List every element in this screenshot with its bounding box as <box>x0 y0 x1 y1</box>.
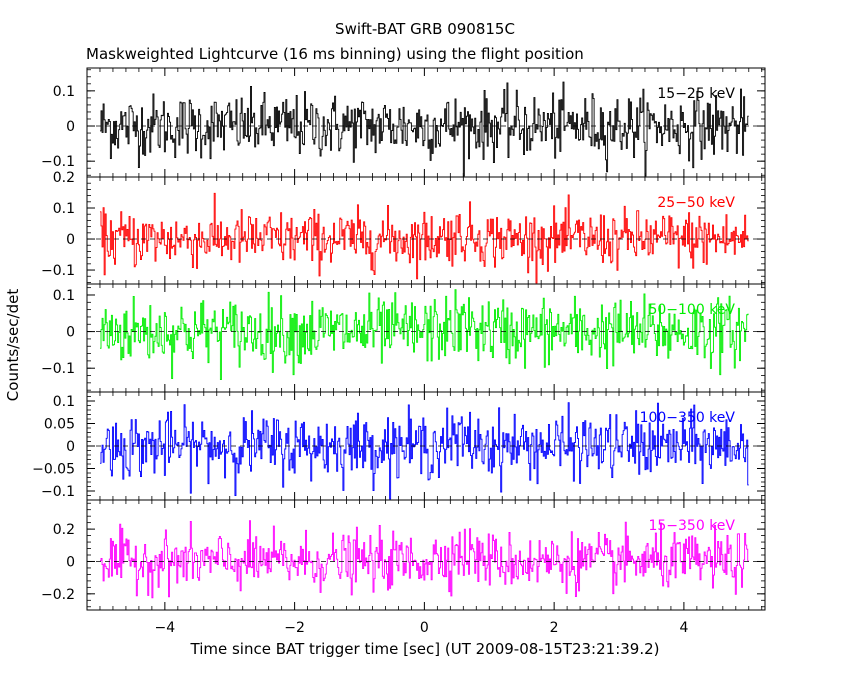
panel-frame-0 <box>86 67 766 178</box>
y-tick-label-4-2: 0.2 <box>53 522 75 538</box>
y-tick-label-3-3: 0.05 <box>44 417 75 433</box>
x-tick-label-2: 0 <box>420 620 429 636</box>
x-axis-label: Time since BAT trigger time [sec] (UT 20… <box>190 640 660 658</box>
y-tick-label-3-1: −0.05 <box>32 462 75 478</box>
chart-title: Swift-BAT GRB 090815C <box>335 20 515 38</box>
series-line-3 <box>99 402 749 500</box>
series-label-2: 50−100 keV <box>648 302 735 318</box>
series-label-0: 15−25 keV <box>657 86 735 102</box>
series-line-4 <box>99 520 749 599</box>
x-tick-label-3: 2 <box>550 620 559 636</box>
y-tick-label-2-1: 0 <box>66 325 75 341</box>
series-label-3: 100−350 keV <box>640 410 736 426</box>
y-tick-label-4-0: −0.2 <box>41 587 75 603</box>
series-line-1 <box>99 192 749 284</box>
panel-frame-4 <box>86 499 766 611</box>
series-label-4: 15−350 keV <box>648 518 735 534</box>
y-tick-label-3-2: 0 <box>66 439 75 455</box>
y-tick-label-1-1: 0 <box>66 232 75 248</box>
y-tick-label-1-0: −0.1 <box>41 263 75 279</box>
y-tick-label-2-0: −0.1 <box>41 361 75 377</box>
y-tick-label-1-3: 0.2 <box>53 170 75 186</box>
y-tick-label-0-2: 0.1 <box>53 84 75 100</box>
series-line-0 <box>99 81 749 177</box>
y-tick-label-3-0: −0.1 <box>41 484 75 500</box>
y-tick-label-1-2: 0.1 <box>53 201 75 217</box>
series-label-1: 25−50 keV <box>657 195 735 211</box>
x-tick-label-0: −4 <box>155 620 176 636</box>
chart-subtitle: Maskweighted Lightcurve (16 ms binning) … <box>86 45 584 63</box>
x-tick-label-4: 4 <box>679 620 688 636</box>
series-line-2 <box>99 289 749 381</box>
y-tick-label-3-4: 0.1 <box>53 394 75 410</box>
x-tick-label-1: −2 <box>284 620 305 636</box>
y-tick-label-2-2: 0.1 <box>53 288 75 304</box>
y-tick-label-0-1: 0 <box>66 119 75 135</box>
y-tick-label-4-1: 0 <box>66 554 75 570</box>
y-tick-label-0-0: −0.1 <box>41 154 75 170</box>
